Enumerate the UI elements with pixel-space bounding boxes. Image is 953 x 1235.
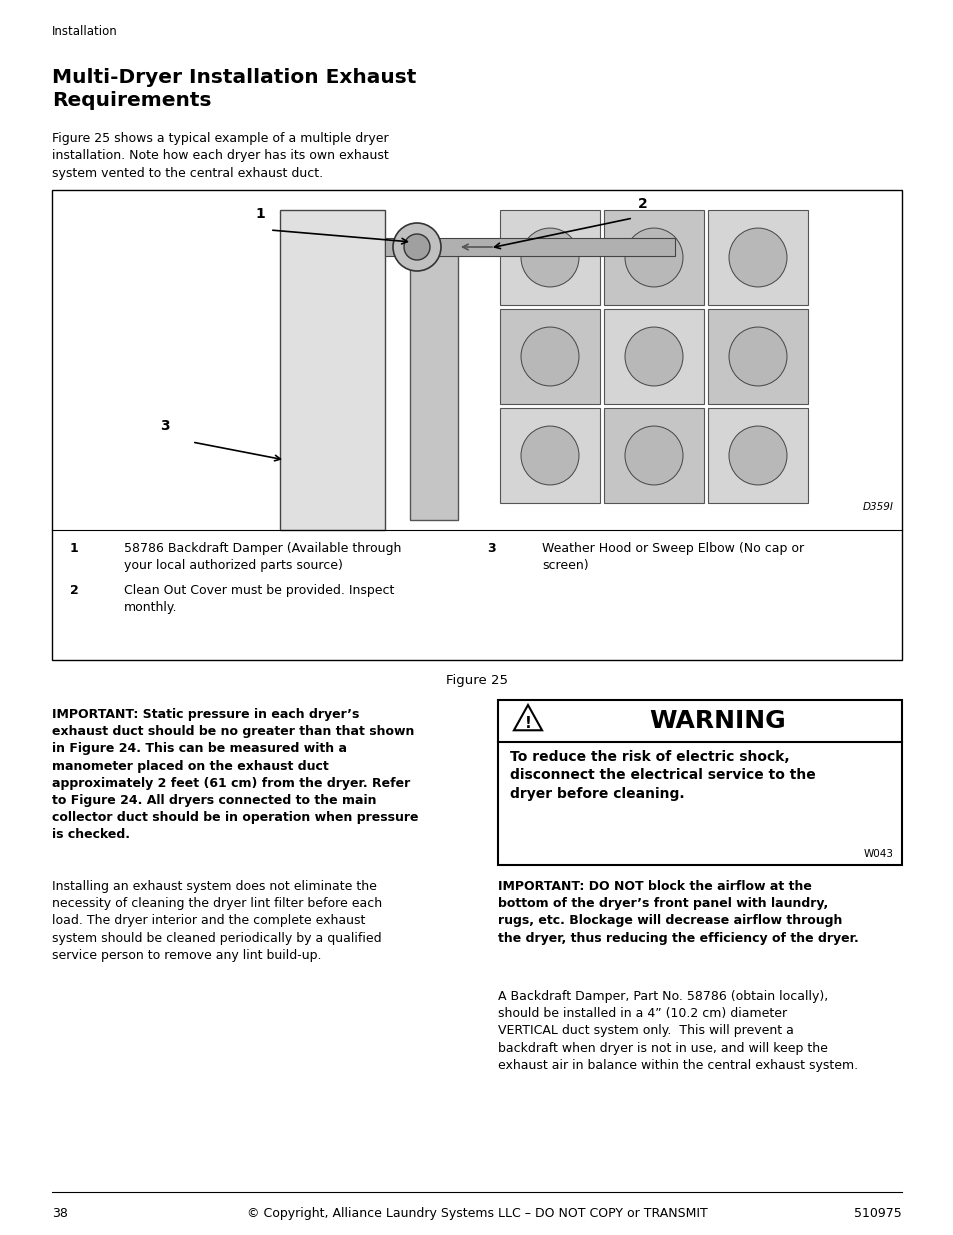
Text: 1: 1 xyxy=(70,542,79,555)
Text: 58786 Backdraft Damper (Available through
your local authorized parts source): 58786 Backdraft Damper (Available throug… xyxy=(124,542,401,572)
Text: Installing an exhaust system does not eliminate the
necessity of cleaning the dr: Installing an exhaust system does not el… xyxy=(52,881,382,962)
FancyBboxPatch shape xyxy=(280,210,385,530)
Text: 2: 2 xyxy=(70,584,79,597)
FancyBboxPatch shape xyxy=(603,309,703,404)
Text: Weather Hood or Sweep Elbow (No cap or
screen): Weather Hood or Sweep Elbow (No cap or s… xyxy=(541,542,803,572)
Text: Clean Out Cover must be provided. Inspect
monthly.: Clean Out Cover must be provided. Inspec… xyxy=(124,584,394,614)
Text: D359I: D359I xyxy=(862,501,893,513)
Circle shape xyxy=(403,233,430,261)
Text: © Copyright, Alliance Laundry Systems LLC – DO NOT COPY or TRANSMIT: © Copyright, Alliance Laundry Systems LL… xyxy=(247,1207,706,1220)
Ellipse shape xyxy=(728,228,786,287)
Text: 3: 3 xyxy=(486,542,496,555)
Text: IMPORTANT: DO NOT block the airflow at the
bottom of the dryer’s front panel wit: IMPORTANT: DO NOT block the airflow at t… xyxy=(497,881,858,945)
FancyBboxPatch shape xyxy=(707,210,807,305)
Ellipse shape xyxy=(624,228,682,287)
FancyBboxPatch shape xyxy=(499,210,599,305)
Text: 510975: 510975 xyxy=(853,1207,901,1220)
Text: Figure 25 shows a typical example of a multiple dryer
installation. Note how eac: Figure 25 shows a typical example of a m… xyxy=(52,132,388,180)
Text: Installation: Installation xyxy=(52,25,117,38)
Text: Figure 25: Figure 25 xyxy=(446,674,507,687)
Text: W043: W043 xyxy=(863,848,893,860)
Ellipse shape xyxy=(728,327,786,387)
FancyBboxPatch shape xyxy=(410,240,457,520)
FancyBboxPatch shape xyxy=(385,238,675,256)
Text: WARNING: WARNING xyxy=(649,709,785,734)
Circle shape xyxy=(393,224,440,270)
Text: A Backdraft Damper, Part No. 58786 (obtain locally),
should be installed in a 4”: A Backdraft Damper, Part No. 58786 (obta… xyxy=(497,990,858,1072)
Text: 1: 1 xyxy=(254,207,265,221)
Ellipse shape xyxy=(624,426,682,485)
FancyBboxPatch shape xyxy=(707,309,807,404)
Text: 2: 2 xyxy=(638,198,647,211)
Polygon shape xyxy=(514,705,541,730)
Text: 3: 3 xyxy=(160,419,170,433)
Ellipse shape xyxy=(624,327,682,387)
Text: 38: 38 xyxy=(52,1207,68,1220)
Text: IMPORTANT: Static pressure in each dryer’s
exhaust duct should be no greater tha: IMPORTANT: Static pressure in each dryer… xyxy=(52,708,418,841)
Text: To reduce the risk of electric shock,
disconnect the electrical service to the
d: To reduce the risk of electric shock, di… xyxy=(510,750,815,800)
FancyBboxPatch shape xyxy=(497,700,901,864)
Text: Multi-Dryer Installation Exhaust
Requirements: Multi-Dryer Installation Exhaust Require… xyxy=(52,68,416,110)
FancyBboxPatch shape xyxy=(52,190,901,659)
FancyBboxPatch shape xyxy=(499,408,599,503)
FancyBboxPatch shape xyxy=(603,210,703,305)
Ellipse shape xyxy=(520,426,578,485)
FancyBboxPatch shape xyxy=(707,408,807,503)
Ellipse shape xyxy=(728,426,786,485)
Ellipse shape xyxy=(520,228,578,287)
FancyBboxPatch shape xyxy=(499,309,599,404)
Text: !: ! xyxy=(524,715,531,730)
Ellipse shape xyxy=(520,327,578,387)
FancyBboxPatch shape xyxy=(603,408,703,503)
